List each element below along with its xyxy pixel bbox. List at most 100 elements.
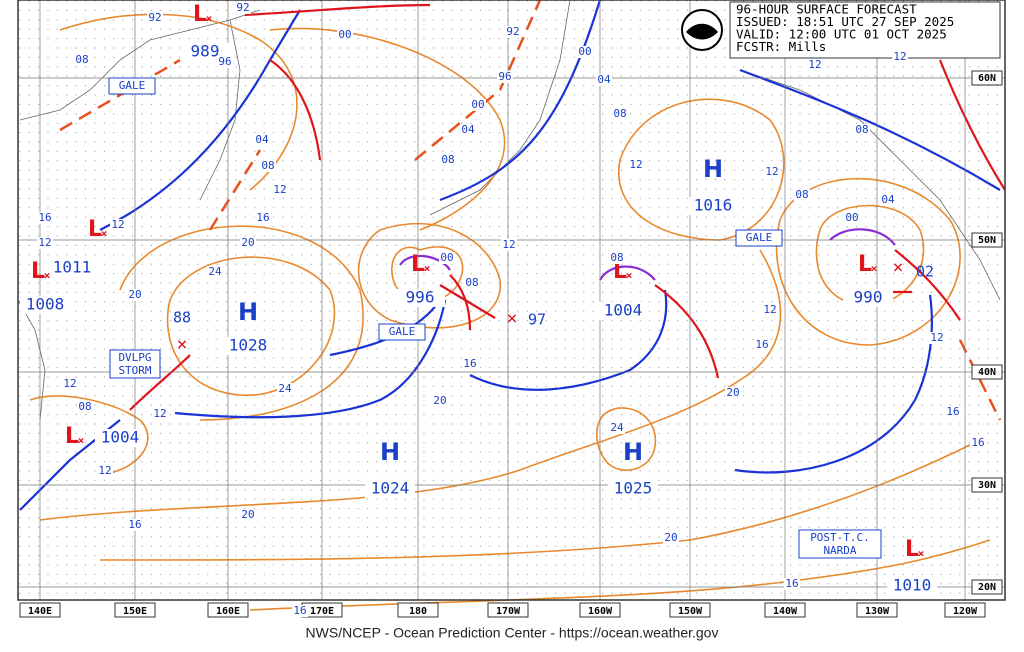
longitude-label: 160W <box>588 606 613 617</box>
longitude-label: 150E <box>123 606 147 617</box>
latitude-label: 50N <box>978 235 996 246</box>
lon-label-box <box>944 602 986 618</box>
central-pressure: 1004 <box>101 428 140 447</box>
isobar-label: 12 <box>765 165 778 178</box>
isobar-label-bg <box>62 378 78 390</box>
warning-label: DVLPG STORM <box>118 351 151 377</box>
isobar-label-bg <box>807 59 823 71</box>
lat-label-box <box>971 70 1003 86</box>
warning-box <box>109 349 161 379</box>
isobar-label-bg <box>240 509 256 521</box>
isobar-label: 92 <box>506 25 519 38</box>
isobar-label: 04 <box>255 133 269 146</box>
isobar-label-bg <box>460 124 476 136</box>
low-x: × <box>626 269 633 282</box>
lat-label-box <box>971 364 1003 380</box>
isobar-label: 16 <box>293 604 306 617</box>
system-symbol: H <box>238 298 258 326</box>
isobar-label: 20 <box>128 288 141 301</box>
isobar-label: 16 <box>755 338 768 351</box>
longitude-label: 180 <box>409 606 427 617</box>
isobar-label-bg <box>127 289 143 301</box>
system-symbol: L <box>613 259 627 284</box>
isobar-label: 92 <box>148 11 161 24</box>
warning-box <box>378 323 426 341</box>
isobar-label: 16 <box>946 405 959 418</box>
lon-label-box <box>114 602 156 618</box>
central-pressure: 1004 <box>604 301 643 320</box>
central-pressure: 1016 <box>694 196 733 215</box>
isobar-label-bg <box>628 159 644 171</box>
isobar-label-bg <box>207 266 223 278</box>
warning-box <box>108 77 156 95</box>
lon-label-box <box>207 602 249 618</box>
isobar-label: 12 <box>111 218 124 231</box>
isobar-label: 08 <box>610 251 623 264</box>
isobar-label-bg <box>74 54 90 66</box>
lon-label-box <box>669 602 711 618</box>
central-pressure: 989 <box>191 42 220 61</box>
footer: NWS/NCEP - Ocean Prediction Center - htt… <box>306 625 719 641</box>
isobar-label: 12 <box>893 50 906 63</box>
isobar-label-bg <box>217 56 233 68</box>
isobar-label-bg <box>110 219 126 231</box>
system-symbol: H <box>380 438 400 466</box>
header-line: 96-HOUR SURFACE FORECAST <box>736 2 917 17</box>
warning-label: POST-T.C. NARDA <box>810 531 870 557</box>
isobar-label: 16 <box>463 357 476 370</box>
isobar-label-bg <box>577 46 593 58</box>
header-line: ISSUED: 18:51 UTC 27 SEP 2025 <box>736 14 954 29</box>
isobar-label: 12 <box>98 464 111 477</box>
pressure-box <box>365 480 415 498</box>
latitude-label: 60N <box>978 73 996 84</box>
isobar-label-bg <box>663 532 679 544</box>
isobar-label: 96 <box>218 55 231 68</box>
forecast-pressure: 97 <box>528 311 546 329</box>
isobar-label: 16 <box>971 436 984 449</box>
isobar-label-bg <box>255 212 271 224</box>
central-pressure: 996 <box>406 288 435 307</box>
isobar-label-bg <box>127 519 143 531</box>
isobar-label: 16 <box>128 518 141 531</box>
isobar-label: 16 <box>785 577 798 590</box>
low-x: × <box>424 262 431 275</box>
lon-label-box <box>856 602 898 618</box>
central-pressure: 1011 <box>53 258 92 277</box>
isobar-label: 00 <box>338 28 351 41</box>
system-symbol: H <box>703 155 723 183</box>
system-symbol: L <box>858 252 872 277</box>
low-x: × <box>206 12 213 25</box>
isobar-label: 96 <box>498 70 511 83</box>
low-x: × <box>44 269 51 282</box>
isobar-label: 08 <box>795 188 808 201</box>
lat-label-box <box>971 232 1003 248</box>
low-x: × <box>78 434 85 447</box>
isobar-label: 24 <box>278 382 292 395</box>
longitude-label: 120W <box>953 606 978 617</box>
isobar-label-bg <box>725 387 741 399</box>
system-symbol: L <box>65 424 79 449</box>
isobar-label: 08 <box>465 276 478 289</box>
isobar-label-bg <box>240 237 256 249</box>
isobar-label: 00 <box>471 98 484 111</box>
isobar-label: 00 <box>578 45 591 58</box>
isobar-label: 16 <box>38 211 51 224</box>
forecast-pressure: 02 <box>916 263 934 281</box>
isobar-label-bg <box>754 339 770 351</box>
low-x: × <box>918 547 925 560</box>
isobar-label-bg <box>612 108 628 120</box>
isobar-label-bg <box>337 29 353 41</box>
lon-label-box <box>487 602 529 618</box>
pressure-box <box>395 289 445 307</box>
isobar-label-bg <box>892 51 908 63</box>
longitude-label: 170E <box>310 606 334 617</box>
isobar-label-bg <box>501 239 517 251</box>
lat-label-box <box>971 579 1003 595</box>
isobar-label-bg <box>470 99 486 111</box>
isobar-label-bg <box>439 252 455 264</box>
isobar-label: 08 <box>441 153 454 166</box>
warning-box <box>735 229 783 247</box>
system-symbol: H <box>623 438 643 466</box>
isobar-label-bg <box>464 277 480 289</box>
isobar-label: 20 <box>241 236 254 249</box>
